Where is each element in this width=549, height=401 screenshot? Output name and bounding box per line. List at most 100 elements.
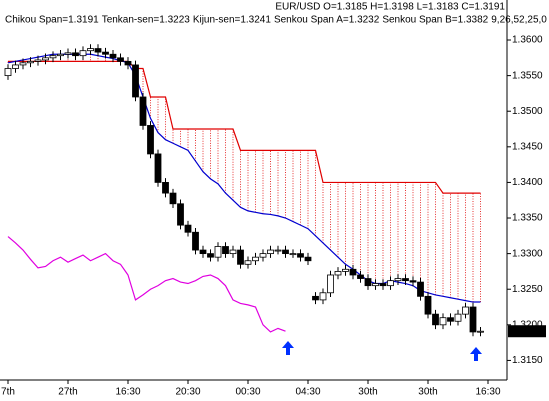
legend-entry: Chikou Span=1.3191 [5,15,99,26]
x-tick-label: 27th [58,387,77,398]
candle-body [462,306,469,315]
indicator-legend: Chikou Span=1.3191 Tenkan-sen=1.3223 Kijun… [5,15,547,26]
candle-body [64,52,72,55]
x-tick-label: 7th [1,387,15,398]
candle-body [454,313,462,322]
y-tick-label: 1.3300 [512,248,543,259]
candle-body [259,253,267,258]
y-tick-label: 1.3600 [512,35,543,46]
candle-body [319,292,327,301]
x-tick-label: 16:30 [475,387,500,398]
candle-body [184,224,192,233]
candle-body [87,48,94,52]
candle-body [387,280,394,287]
candle-body [169,192,177,205]
candle-body [237,249,244,265]
candle-body [297,253,304,258]
x-tick-label: 16:30 [115,387,140,398]
candle-body [124,60,132,66]
legend-entry: Tenkan-sen=1.3223 [102,15,191,26]
candle-body [447,317,454,322]
candle-body [364,278,372,287]
candle-body [312,295,319,301]
candle-body [477,330,484,333]
candle-body [244,260,252,265]
y-tick-label: 1.3150 [512,355,543,366]
candle-body [199,249,207,255]
x-tick-label: 20:30 [175,387,200,398]
candle-body [327,274,334,294]
x-tick-label: 04:30 [295,387,320,398]
candle-body [372,283,379,287]
candle-body [222,246,229,255]
candle-body [19,62,27,66]
y-tick-label: 1.3400 [512,177,543,188]
candle-body [4,68,12,77]
candle-body [147,125,154,155]
y-tick-label: 1.3450 [512,141,543,152]
candle-body [402,278,409,282]
x-tick-label: 00:30 [235,387,260,398]
candle-body [432,313,439,326]
candle-body [282,249,289,255]
plot [4,44,484,337]
y-tick-label: 1.3250 [512,284,543,295]
candle-body [417,281,424,297]
candle-body [192,231,199,251]
indicator-line [7,236,286,333]
candle-body [342,268,349,272]
legend-entry: Kijun-sen=1.3241 [193,15,272,26]
candle-body [79,50,87,57]
candle-body [357,274,364,279]
indicator-line [8,60,481,194]
arrow-up [470,347,482,361]
candle-body [12,64,19,69]
candle-body [72,52,79,57]
legend-entry: Senkou Span A=1.3232 [274,15,380,26]
candle-body [94,48,102,53]
candle-body [27,60,34,64]
chart-title: EUR/USD O=1.3185 H=1.3198 L=1.3183 C=1.3… [275,2,505,13]
price-box [508,325,546,338]
candle-body [49,55,57,59]
candle-body [304,256,312,262]
candle-body [102,51,109,55]
candle-body [469,306,477,333]
legend-entry: 9,26,52,25,0 [491,15,547,26]
candle-body [439,317,447,326]
price-label: 1.3191 [512,326,543,337]
candle-body [34,59,42,62]
y-tick-label: 1.3550 [512,70,543,81]
candle-body [409,280,417,283]
y-tick-label: 1.3500 [512,106,543,117]
candle-body [132,64,139,98]
candle-body [229,249,237,255]
arrow-up [282,341,294,355]
candle-body [252,256,259,262]
candle-body [117,57,124,62]
candle-body [334,271,342,276]
candle-body [207,253,214,258]
legend-entry: Senkou Span B=1.3382 [382,15,488,26]
y-tick-label: 1.3350 [512,213,543,224]
candle-body [214,246,222,258]
x-tick-label: 30th [418,387,437,398]
candle-body [289,253,297,256]
candle-body [274,249,282,252]
y-tick-label: 1.3200 [512,319,543,330]
indicator-line [7,53,481,303]
candle-body [394,278,402,282]
candle-body [162,182,169,194]
candle-body [154,153,162,183]
candle-body [379,283,387,287]
candle-body [109,53,117,59]
candle-body [349,268,357,276]
candle-body [57,53,64,57]
candle-body [139,96,147,126]
candle-body [424,295,432,315]
x-tick-label: 30th [358,387,377,398]
candle-body [42,57,49,61]
candle-body [267,249,274,255]
